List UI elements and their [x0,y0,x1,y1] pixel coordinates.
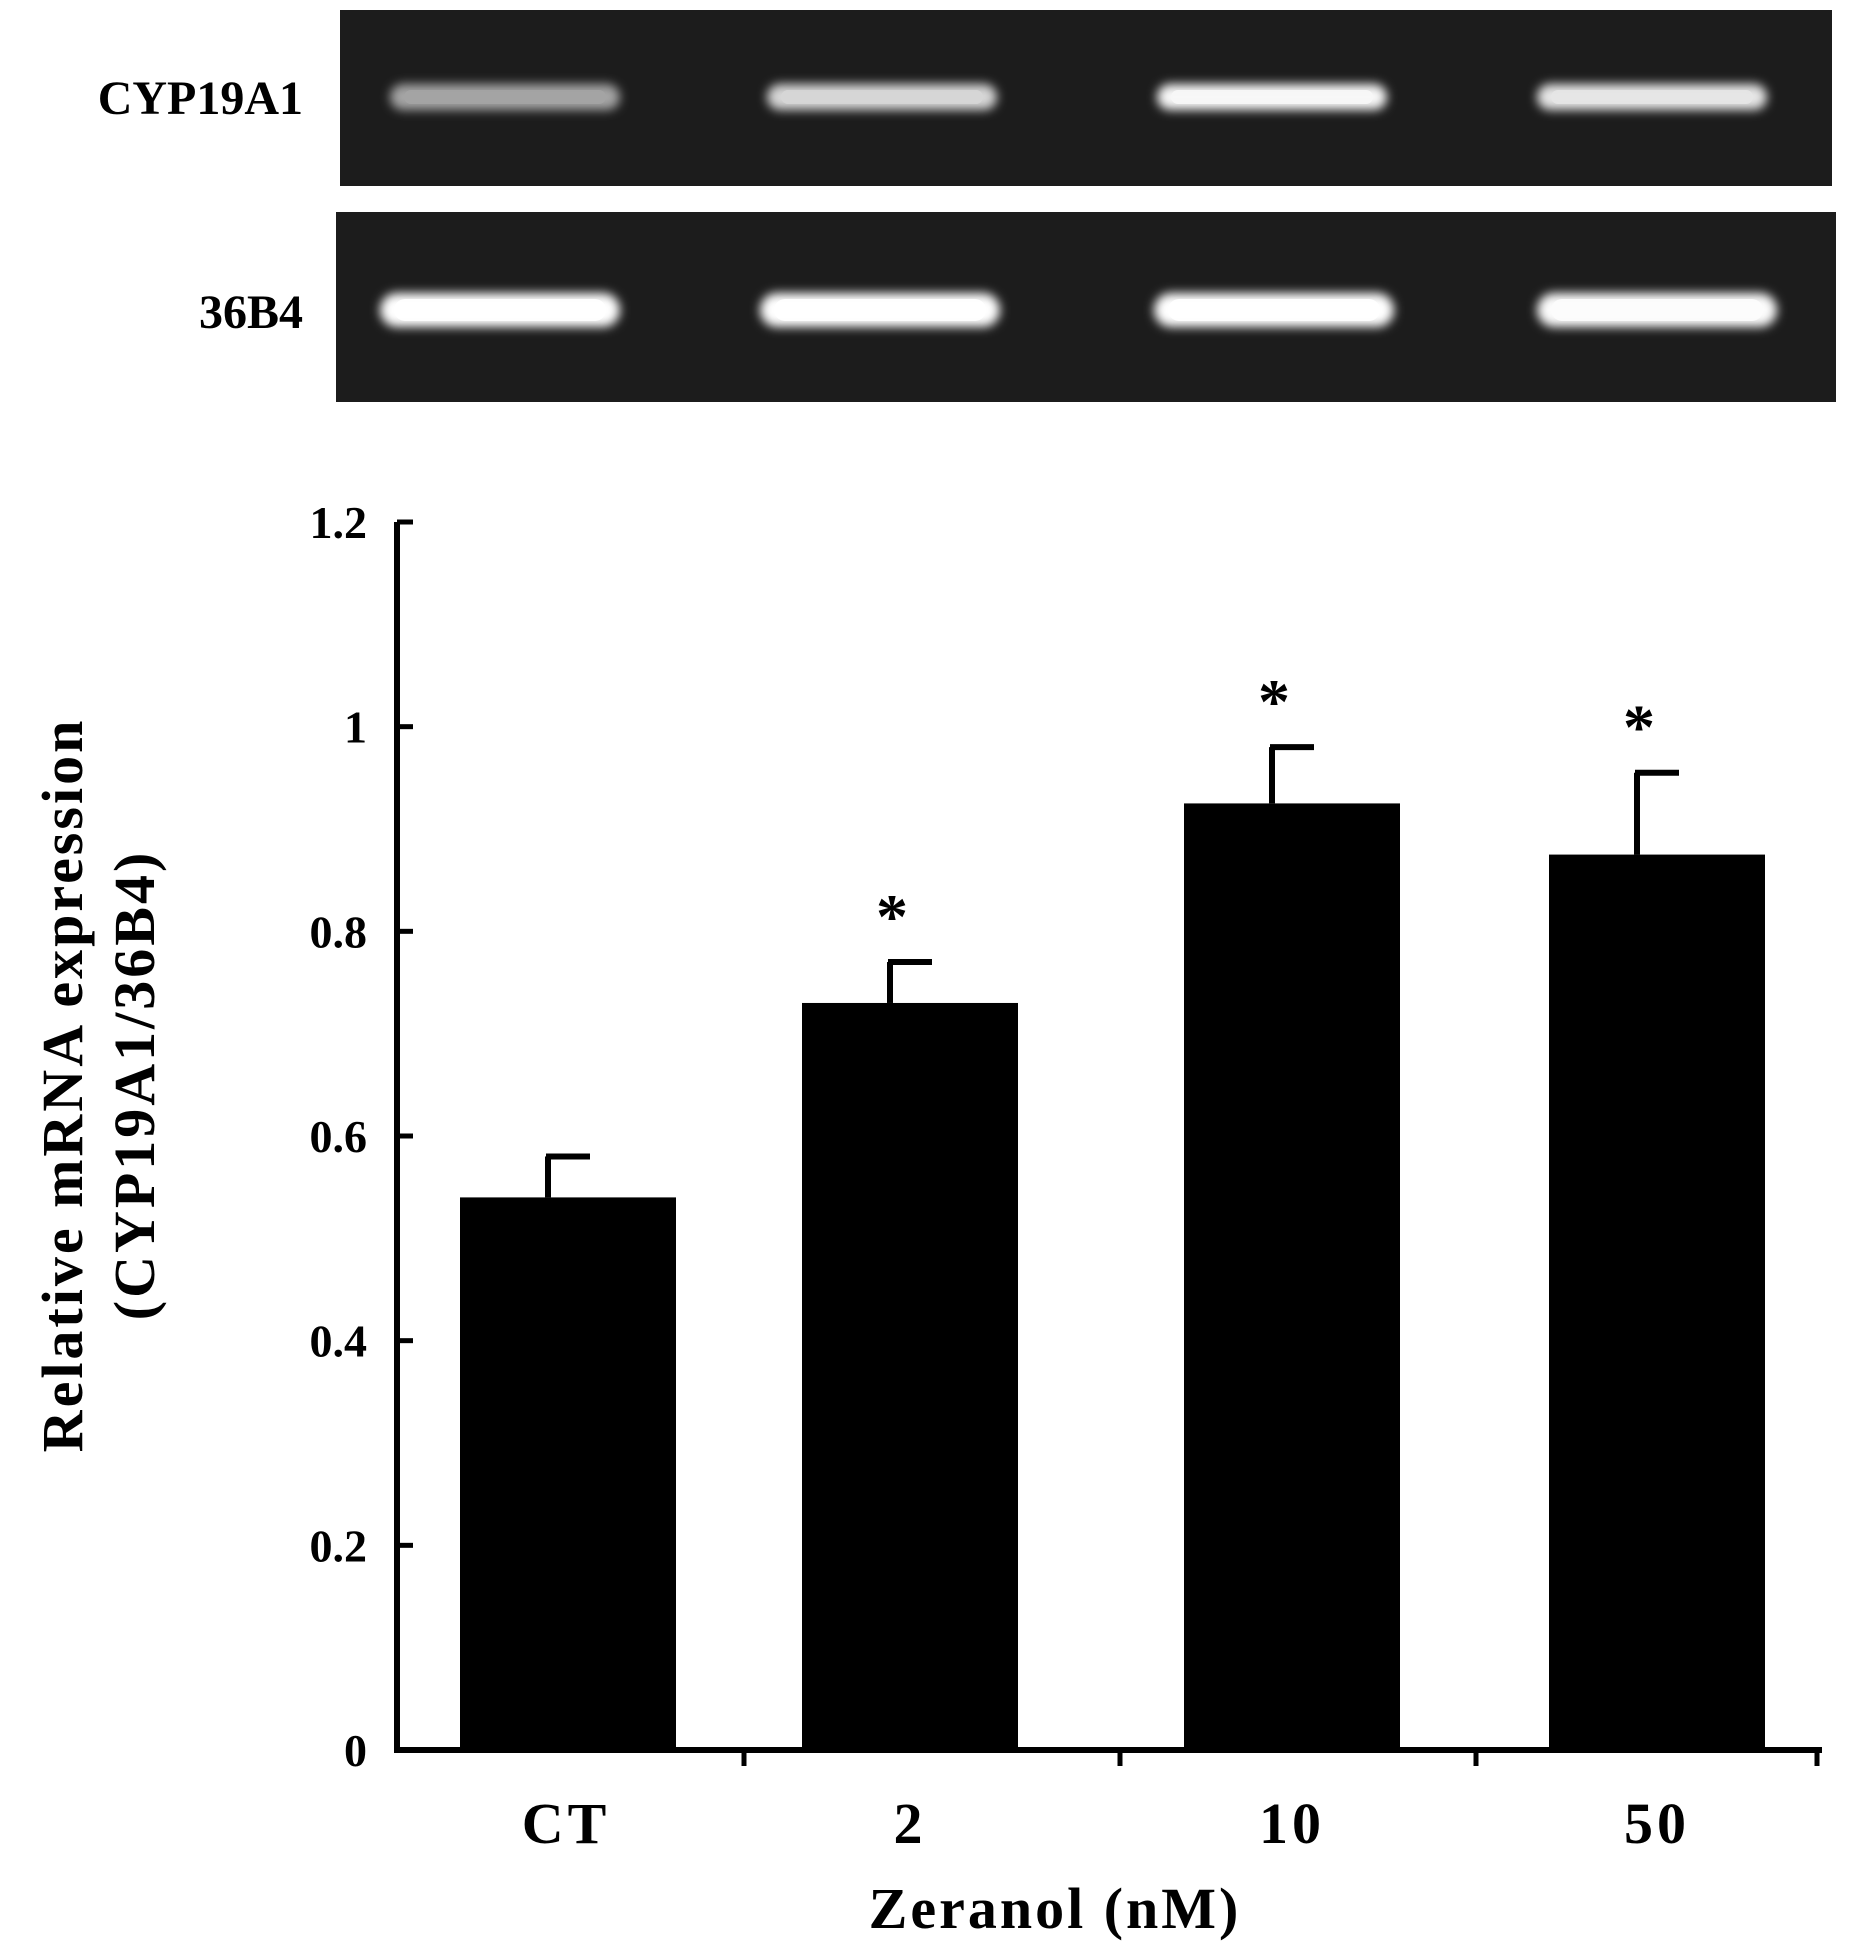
x-axis-title: Zeranol (nM) [869,1876,1242,1941]
y-axis-title-line-2: (CYP19A1/36B4) [102,850,167,1321]
gel-band [1171,90,1373,104]
significance-star: * [876,881,908,952]
y-ticks: 0 0.2 0.4 0.6 0.8 1 1.2 [310,497,1820,1776]
gel-band [1551,90,1753,104]
x-tick-labels: CT 2 10 50 [522,1791,1690,1856]
gel-band [1168,299,1380,321]
bar-10 [1184,803,1400,1750]
y-tick-label: 0.2 [310,1520,368,1571]
y-tick-label: 0.6 [310,1111,368,1162]
gel-band [774,299,986,321]
y-tick-label: 1 [344,702,367,753]
gel-label-36b4: 36B4 [199,286,303,339]
bar-chart: 0 0.2 0.4 0.6 0.8 1 1.2 * * * CT 2 10 50 Relative m… [30,497,1822,1941]
x-tick-label: 50 [1624,1791,1690,1856]
significance-star: * [1258,666,1290,737]
x-tick-label: 2 [894,1791,927,1856]
gel-bands [380,84,1777,327]
bars: * * * [460,666,1765,1750]
y-axis-title-line-1: Relative mRNA expression [30,718,95,1453]
y-tick-label: 0 [344,1725,367,1776]
gel-band [394,299,606,321]
y-tick-label: 0.8 [310,906,368,957]
bar-50 [1549,854,1765,1750]
gel-band [404,90,606,104]
x-tick-label: CT [522,1791,611,1856]
y-tick-label: 0.4 [310,1316,368,1367]
gel-panel: CYP19A1 36B4 [98,10,1836,402]
y-tick-label: 1.2 [310,497,368,548]
gel-band [1551,299,1763,321]
bar-2 [802,1002,1018,1750]
gel-band [781,90,983,104]
significance-star: * [1623,692,1655,763]
gel-label-cyp19a1: CYP19A1 [98,72,303,125]
x-tick-label: 10 [1259,1791,1325,1856]
bar-CT [460,1197,676,1750]
